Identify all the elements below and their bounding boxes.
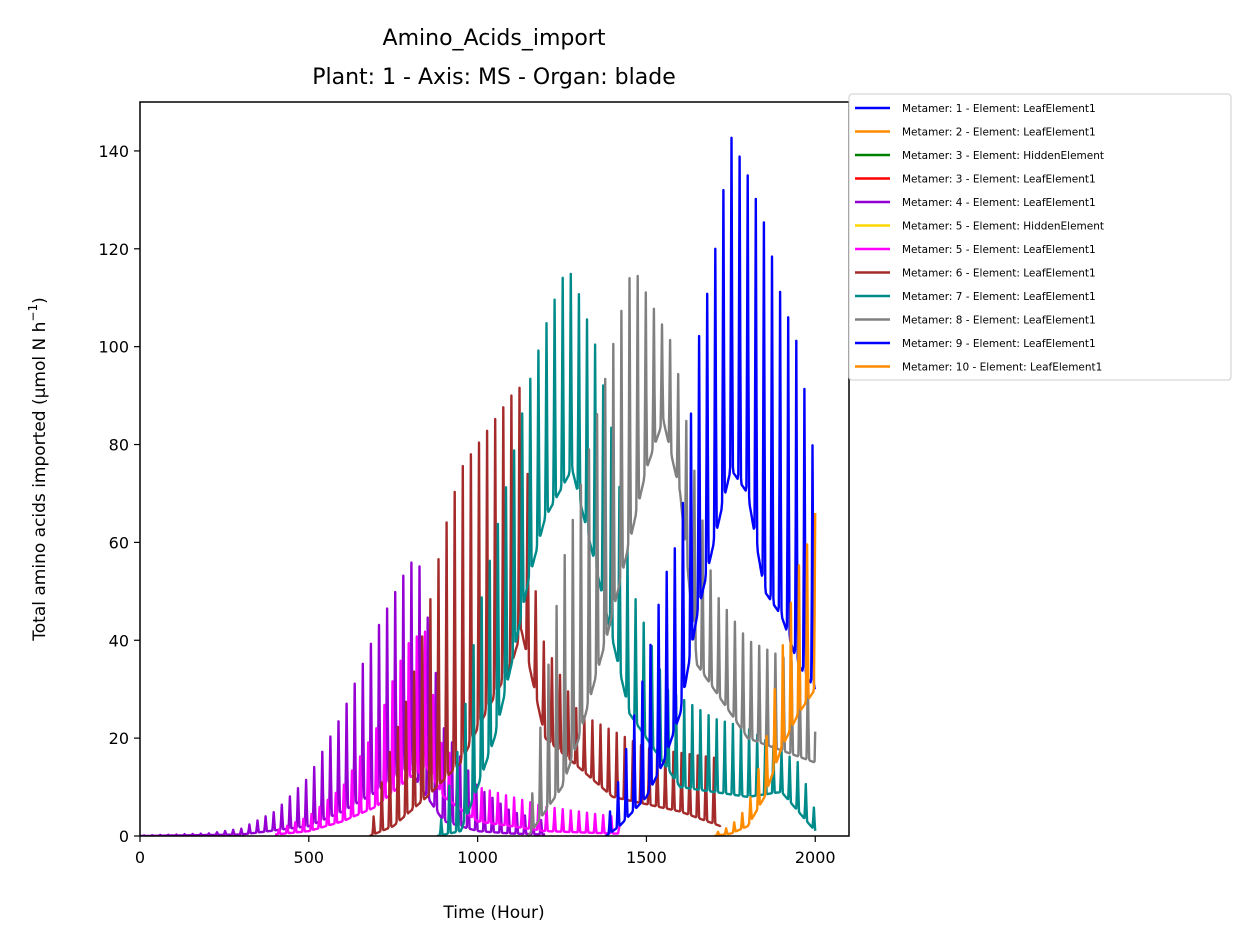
y-axis-label: Total amino acids imported (µmol N h−1) — [26, 297, 50, 641]
y-tick-label: 40 — [109, 631, 129, 650]
x-tick-label: 2000 — [795, 848, 836, 867]
plot-frame — [139, 101, 850, 837]
x-axis: 0 500 1000 1500 2000 — [135, 836, 836, 867]
y-tick-label: 140 — [98, 142, 129, 161]
legend-entry: Metamer: 3 - Element: HiddenElement — [902, 150, 1104, 162]
x-tick-label: 500 — [294, 848, 325, 867]
y-tick-label: 20 — [109, 729, 129, 748]
legend-entry: Metamer: 1 - Element: LeafElement1 — [902, 103, 1096, 115]
y-axis: 0 20 40 60 80 100 120 140 — [98, 142, 140, 846]
series-line — [436, 272, 817, 836]
y-tick-label: 0 — [119, 827, 129, 846]
y-tick-label: 80 — [109, 436, 129, 455]
series-line — [713, 512, 817, 836]
series-line — [274, 630, 621, 836]
legend-entry: Metamer: 5 - Element: LeafElement1 — [902, 244, 1096, 256]
series-line — [527, 274, 817, 836]
y-tick-label: 100 — [98, 338, 129, 357]
legend-entry: Metamer: 6 - Element: LeafElement1 — [902, 268, 1096, 280]
legend-entry: Metamer: 2 - Element: LeafElement1 — [902, 127, 1096, 139]
series-layer — [140, 136, 817, 836]
legend-entry: Metamer: 8 - Element: LeafElement1 — [902, 315, 1096, 327]
y-tick-label: 120 — [98, 240, 129, 259]
y-tick-label: 60 — [109, 533, 129, 552]
chart-subtitle: Plant: 1 - Axis: MS - Organ: blade — [312, 65, 676, 90]
x-tick-label: 0 — [135, 848, 145, 867]
x-axis-label: Time (Hour) — [442, 903, 544, 923]
series-line — [369, 386, 722, 836]
legend-entry: Metamer: 5 - Element: HiddenElement — [902, 221, 1104, 233]
legend-entry: Metamer: 4 - Element: LeafElement1 — [902, 197, 1096, 209]
series-line — [605, 136, 817, 836]
legend-entry: Metamer: 10 - Element: LeafElement1 — [902, 362, 1102, 374]
x-tick-label: 1500 — [626, 848, 667, 867]
legend: Metamer: 1 - Element: LeafElement1 Metame… — [848, 93, 1232, 381]
legend-entry: Metamer: 7 - Element: LeafElement1 — [902, 291, 1096, 303]
legend-frame — [848, 93, 1232, 381]
legend-entry: Metamer: 9 - Element: LeafElement1 — [902, 338, 1096, 350]
chart-title: Amino_Acids_import — [383, 26, 606, 51]
legend-entry: Metamer: 3 - Element: LeafElement1 — [902, 174, 1096, 186]
x-tick-label: 1000 — [457, 848, 498, 867]
